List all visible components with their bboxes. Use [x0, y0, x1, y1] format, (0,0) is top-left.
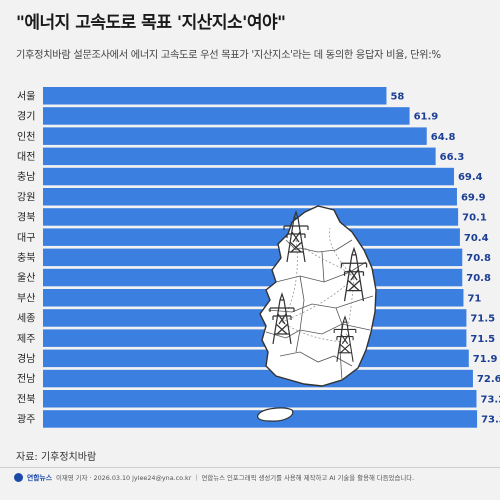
bar-5: [43, 167, 454, 186]
value-label: 71.9: [473, 354, 498, 365]
bar-15: [43, 369, 473, 388]
footer-credit: 이재영 기자 · 2026.03.10 jylee24@yna.co.kr: [56, 473, 192, 482]
value-label: 71.5: [470, 334, 495, 345]
bar-13: [43, 329, 467, 347]
footer: 연합뉴스 이재영 기자 · 2026.03.10 jylee24@yna.co.…: [14, 472, 414, 482]
korea-map-illustration: [257, 205, 377, 422]
footer-notice: 연합뉴스 인포그래픽 생성기를 사용해 제작하고 AI 기술을 활용해 다듬었습…: [201, 473, 415, 482]
category-label: 전북: [17, 393, 35, 405]
category-label: 세종: [17, 313, 35, 325]
value-label: 70.8: [466, 253, 491, 264]
chart-subtitle: 기후정치바람 설문조사에서 에너지 고속도로 우선 목표가 '지산지소'라는 데…: [16, 50, 441, 61]
chart-title: "에너지 고속도로 목표 '지산지소'여야": [16, 13, 286, 33]
category-label: 인천: [17, 131, 35, 143]
pylons-group: [269, 210, 368, 362]
category-label: 광주: [17, 414, 35, 426]
pylon-icon: [283, 210, 309, 263]
category-label: 충남: [17, 171, 35, 183]
bar-7: [43, 208, 459, 226]
value-label: 72.6: [477, 374, 500, 385]
bar-3: [43, 127, 427, 145]
bar-9: [43, 248, 463, 267]
value-label: 73.3: [481, 415, 500, 426]
footer-brand: 연합뉴스: [27, 474, 53, 482]
yonhap-logo-icon: [14, 472, 23, 482]
value-label: 69.9: [461, 192, 486, 203]
category-label: 충북: [17, 252, 35, 264]
value-label: 61.9: [414, 112, 439, 123]
value-label: 73.2: [480, 394, 500, 405]
category-label: 강원: [17, 191, 35, 203]
value-label: 64.8: [431, 132, 456, 143]
bar-8: [43, 228, 460, 246]
value-label: 70.8: [466, 273, 491, 284]
pylon-icon: [340, 246, 368, 302]
value-label: 58: [390, 91, 404, 102]
category-label: 울산: [17, 272, 35, 284]
category-label: 제주: [17, 333, 35, 345]
value-label: 71: [467, 293, 481, 304]
footer-separator: |: [195, 473, 198, 481]
category-label: 전남: [17, 373, 35, 385]
bar-16: [43, 390, 477, 408]
category-label: 경북: [17, 211, 35, 224]
source-note: 자료: 기후정치바람: [16, 452, 97, 463]
bar-1: [43, 87, 387, 105]
value-label: 69.4: [458, 172, 483, 183]
bar-14: [43, 349, 469, 368]
category-label: 대구: [17, 232, 35, 244]
category-label: 서울: [17, 90, 35, 102]
footer-divider: [0, 467, 500, 468]
bar-11: [43, 289, 464, 307]
value-label: 71.5: [470, 314, 495, 325]
value-label: 70.4: [464, 233, 489, 244]
labels-layer: 서울 58 경기 61.9 인천 64.8 대전 66.3 충남 69.4 강원 69.9 경북 70.1…: [17, 90, 500, 425]
category-label: 경기: [17, 110, 35, 123]
category-label: 부산: [17, 292, 35, 304]
value-label: 70.1: [462, 213, 487, 224]
pylon-icon: [269, 292, 295, 345]
pylon-icon: [333, 315, 357, 362]
category-label: 대전: [17, 151, 35, 163]
bars-layer: [43, 87, 478, 428]
value-label: 66.3: [440, 152, 465, 163]
bar-2: [43, 107, 410, 125]
jeju-island-map: [257, 407, 294, 422]
bar-12: [43, 309, 467, 327]
category-label: 경남: [17, 352, 35, 365]
bar-6: [43, 188, 457, 206]
bar-10: [43, 268, 463, 287]
bar-4: [43, 147, 436, 166]
